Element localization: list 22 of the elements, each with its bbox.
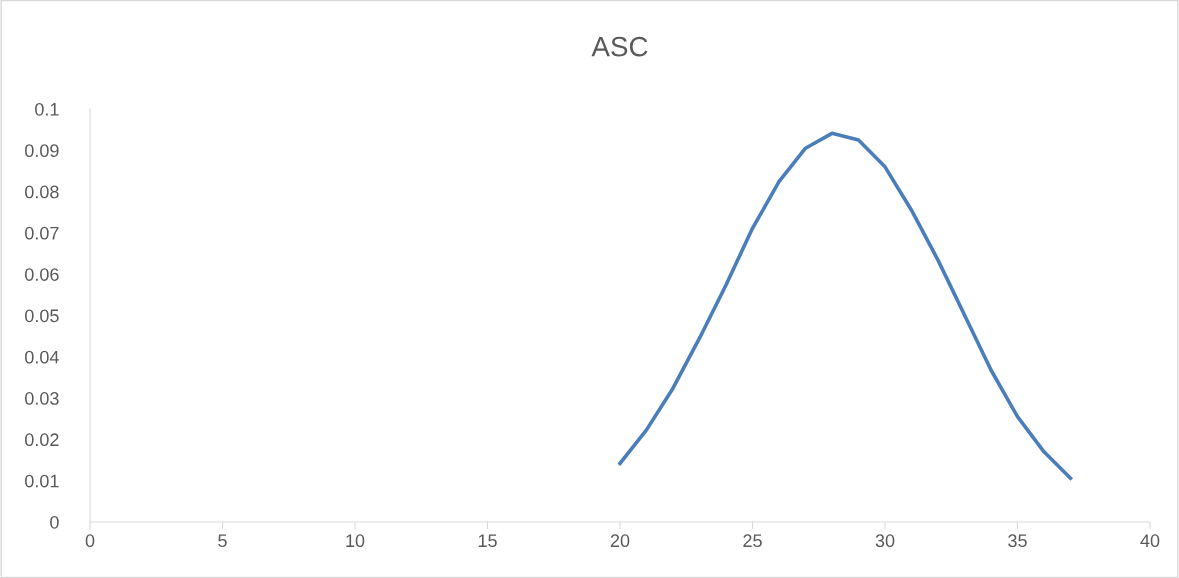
x-tick-label: 15 <box>478 534 497 548</box>
x-tick-label: 0 <box>85 534 95 548</box>
y-tick-label: 0.07 <box>25 226 59 240</box>
y-tick-label: 0.03 <box>25 392 59 405</box>
y-tick-label: 0.1 <box>35 102 59 116</box>
y-tick-label: 0 <box>50 515 59 529</box>
y-tick-label: 0.06 <box>25 268 59 281</box>
x-tick-label: 5 <box>218 534 227 548</box>
y-tick-label: 0.09 <box>25 144 59 158</box>
x-tick-label: 30 <box>875 534 895 548</box>
chart-title: ASC <box>591 36 648 57</box>
y-tick-label: 0.04 <box>25 350 59 364</box>
x-tick-label: 25 <box>743 534 762 548</box>
x-tick-label: 20 <box>610 534 630 548</box>
line-series <box>618 131 1073 481</box>
x-tick-label: 10 <box>346 534 365 548</box>
x-tick-label: 40 <box>1140 534 1160 548</box>
y-tick-label: 0.02 <box>25 433 59 447</box>
y-tick-label: 0.05 <box>25 309 59 323</box>
y-tick-label: 0.01 <box>25 474 59 488</box>
x-tick-label: 35 <box>1008 534 1027 548</box>
y-tick-label: 0.08 <box>25 185 59 199</box>
